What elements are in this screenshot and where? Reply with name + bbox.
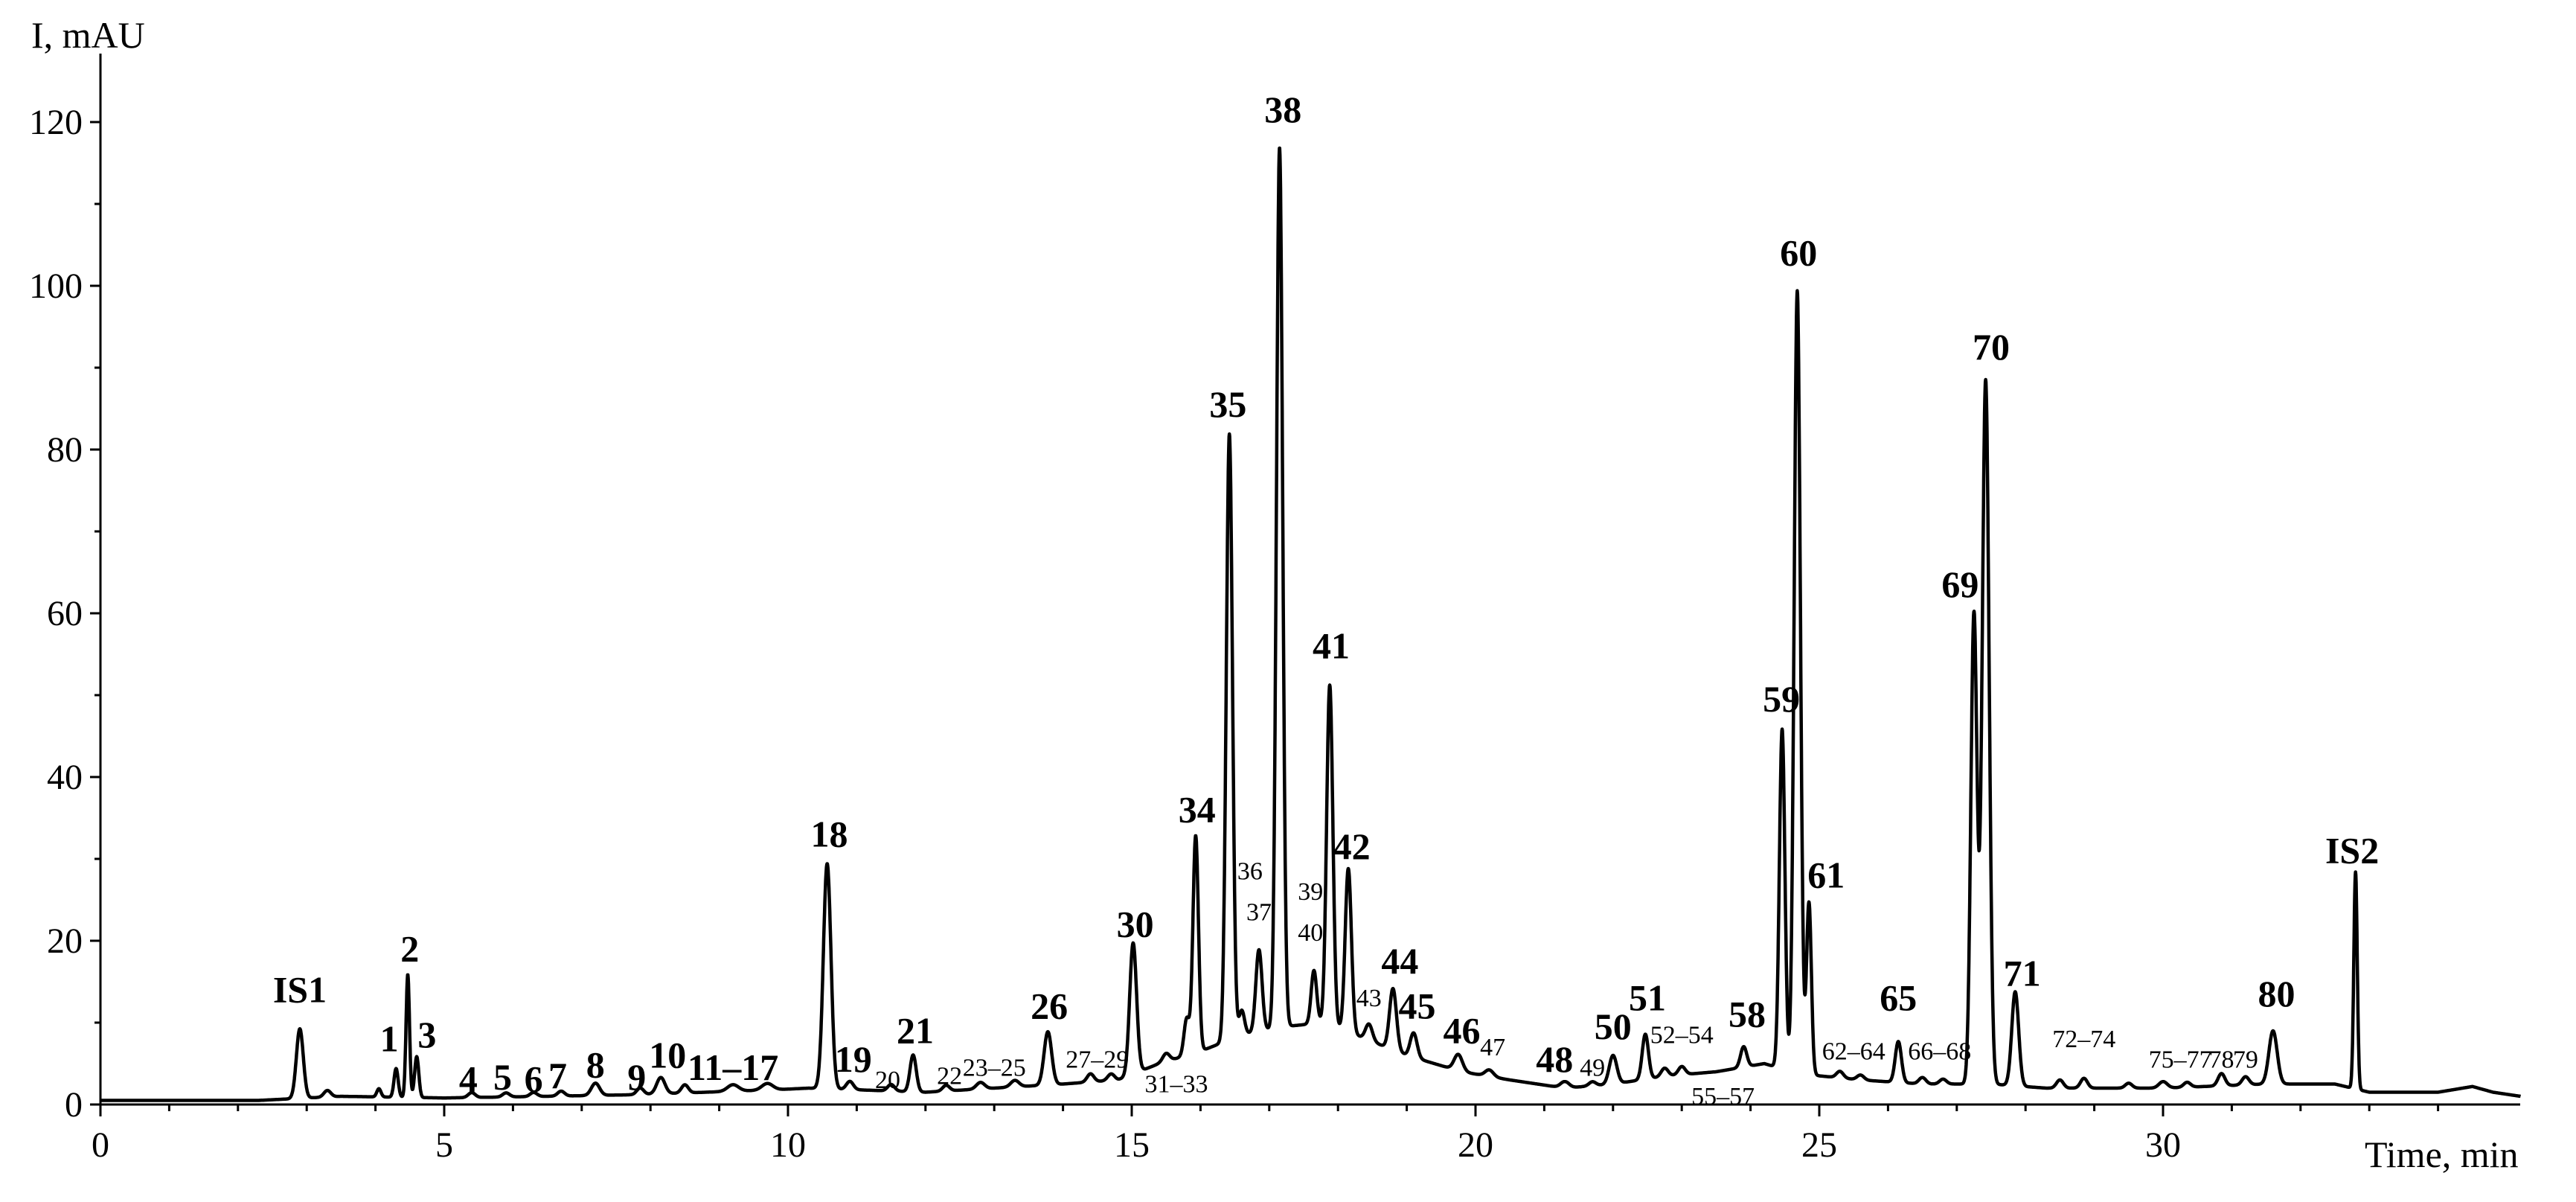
peak-label: 72–74 xyxy=(2052,1026,2115,1053)
y-tick-label: 20 xyxy=(47,921,83,961)
peak-label: 44 xyxy=(1381,940,1418,982)
peak-label: 40 xyxy=(1298,919,1323,947)
x-tick-label: 0 xyxy=(92,1125,109,1165)
peak-label: 4 xyxy=(459,1058,478,1099)
peak-label: 52–54 xyxy=(1650,1022,1714,1049)
y-axis-title: I, mAU xyxy=(31,14,145,56)
peak-label: 30 xyxy=(1117,904,1154,945)
peak-label: IS1 xyxy=(273,969,327,1011)
peak-label: 37 xyxy=(1246,899,1272,927)
y-tick-label: 100 xyxy=(29,266,83,306)
peak-label: 71 xyxy=(2004,953,2041,994)
peak-label: 61 xyxy=(1807,854,1845,896)
peak-label: IS2 xyxy=(2325,830,2379,872)
peak-label: 79 xyxy=(2233,1046,2258,1074)
peak-label: 60 xyxy=(1780,232,1817,274)
peak-label: 27–29 xyxy=(1066,1046,1129,1074)
y-tick-label: 60 xyxy=(47,594,83,633)
x-tick-label: 5 xyxy=(435,1125,453,1165)
peak-label: 35 xyxy=(1209,383,1246,425)
peak-label: 41 xyxy=(1313,625,1350,667)
x-axis-ticks: 0 5 10 15 20 25 30 xyxy=(92,1105,2440,1165)
x-axis-title: Time, min xyxy=(2365,1134,2519,1175)
peak-label: 80 xyxy=(2258,973,2295,1014)
peak-label: 39 xyxy=(1298,878,1323,906)
peak-label: 46 xyxy=(1444,1010,1481,1052)
peak-label: 2 xyxy=(400,928,419,970)
y-axis-ticks: 0 20 40 60 80 100 120 xyxy=(29,103,100,1125)
peak-label: 36 xyxy=(1237,858,1263,886)
peak-label: 31–33 xyxy=(1145,1071,1208,1099)
peak-label: 69 xyxy=(1941,563,1979,605)
peak-label: 55–57 xyxy=(1691,1083,1755,1110)
peak-label: 65 xyxy=(1880,977,1917,1019)
peak-label: 20 xyxy=(875,1067,900,1094)
peak-label: 42 xyxy=(1333,825,1371,867)
peak-label: 7 xyxy=(548,1055,567,1096)
peak-label: 50 xyxy=(1595,1006,1632,1047)
chromatogram-trace xyxy=(99,146,2522,1102)
y-tick-label: 120 xyxy=(29,103,83,142)
peak-label: 45 xyxy=(1398,985,1435,1027)
peak-label: 66–68 xyxy=(1908,1038,1971,1066)
peak-label: 1 xyxy=(380,1018,399,1060)
peak-label: 9 xyxy=(627,1056,646,1098)
peak-label: 18 xyxy=(810,813,848,855)
peak-label: 43 xyxy=(1356,985,1382,1012)
peak-label: 34 xyxy=(1179,789,1216,831)
peak-label: 62–64 xyxy=(1822,1038,1885,1066)
peak-label: 49 xyxy=(1580,1055,1605,1082)
peak-label: 23–25 xyxy=(963,1055,1026,1082)
x-tick-label: 10 xyxy=(770,1125,806,1165)
peak-label: 19 xyxy=(835,1038,872,1080)
peak-label: 75–77 xyxy=(2149,1046,2212,1074)
peak-label: 51 xyxy=(1629,977,1666,1019)
peak-label: 5 xyxy=(493,1056,512,1098)
peak-label: 21 xyxy=(897,1010,934,1052)
y-tick-label: 0 xyxy=(65,1085,83,1125)
peak-label: 10 xyxy=(649,1035,686,1076)
y-tick-label: 80 xyxy=(47,430,83,470)
peak-label: 26 xyxy=(1031,985,1068,1027)
peak-label: 58 xyxy=(1728,994,1766,1035)
peak-label: 48 xyxy=(1536,1038,1573,1080)
peak-label: 8 xyxy=(586,1044,605,1086)
peak-label: 11–17 xyxy=(688,1046,778,1088)
x-tick-label: 25 xyxy=(1801,1125,1837,1165)
x-tick-label: 20 xyxy=(1458,1125,1493,1165)
peak-label: 6 xyxy=(525,1058,543,1099)
peak-label: 78 xyxy=(2209,1046,2234,1074)
peak-label: 3 xyxy=(417,1014,436,1055)
x-tick-label: 15 xyxy=(1114,1125,1150,1165)
peak-label: 38 xyxy=(1264,89,1301,130)
peak-label: 47 xyxy=(1480,1034,1505,1061)
x-tick-label: 30 xyxy=(2145,1125,2181,1165)
peak-label: 70 xyxy=(1973,326,2010,368)
peak-label: 22 xyxy=(937,1063,962,1090)
peak-label: 59 xyxy=(1763,678,1800,720)
y-tick-label: 40 xyxy=(47,758,83,797)
